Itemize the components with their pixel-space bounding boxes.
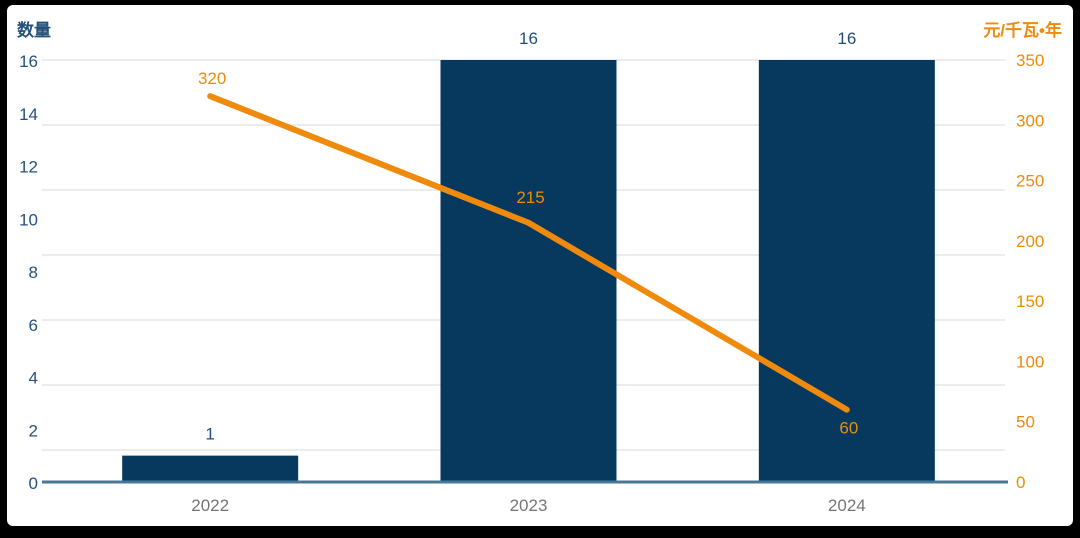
bar-value-label: 16 [519, 29, 538, 48]
left-axis-tick: 0 [29, 474, 38, 493]
x-axis-label: 2024 [828, 496, 866, 515]
left-axis-tick: 2 [29, 421, 38, 440]
right-axis-tick: 200 [1016, 232, 1044, 251]
bar-2023 [440, 60, 617, 482]
bar-value-label: 16 [837, 29, 856, 48]
line-series [207, 93, 850, 413]
right-axis-tick: 350 [1016, 51, 1044, 70]
left-axis-tick: 14 [19, 105, 38, 124]
line-value-label: 60 [839, 419, 858, 438]
bar-2022 [122, 455, 299, 482]
left-axis-tick: 4 [29, 369, 38, 388]
left-axis-tick: 10 [19, 210, 38, 229]
right-axis-tick: 50 [1016, 413, 1035, 432]
right-axis-tick: 100 [1016, 352, 1044, 371]
line-value-label: 320 [198, 69, 226, 88]
left-axis-tick: 8 [29, 263, 38, 282]
left-axis-tick: 16 [19, 52, 38, 71]
left-axis-title: 数量 [17, 21, 51, 40]
x-axis-label: 2022 [191, 496, 229, 515]
bar-value-label: 1 [205, 425, 214, 444]
left-axis-tick: 12 [19, 158, 38, 177]
x-axis-label: 2023 [510, 496, 548, 515]
left-axis-tick: 6 [29, 316, 38, 335]
right-axis-tick: 250 [1016, 172, 1044, 191]
line-value-label: 215 [516, 188, 544, 207]
right-axis-tick: 300 [1016, 111, 1044, 130]
right-axis-tick: 0 [1016, 473, 1025, 492]
right-axis-title: 元/千瓦•年 [983, 21, 1062, 40]
right-axis-tick: 150 [1016, 292, 1044, 311]
